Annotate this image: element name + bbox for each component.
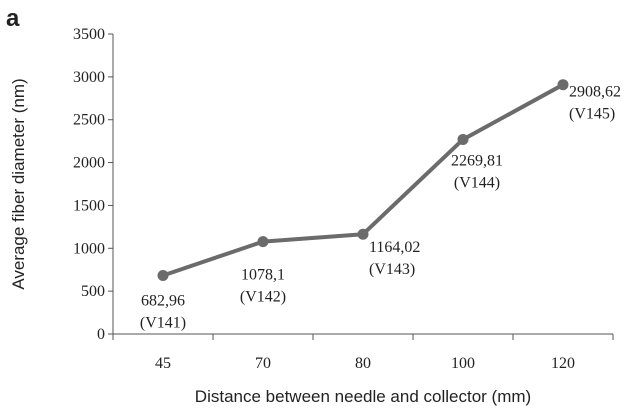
data-label-code: (V145)	[569, 106, 615, 123]
series-group	[157, 79, 569, 281]
data-point	[557, 79, 569, 91]
x-tick-label: 45	[155, 355, 171, 372]
x-tick-label: 100	[451, 355, 475, 372]
x-tick-label: 70	[255, 355, 271, 372]
data-labels: 682,96 (V141) 1078,1 (V142) 1164,02 (V143) 226…	[140, 84, 621, 332]
data-label-code: (V144)	[454, 174, 500, 191]
y-tick-label: 0	[97, 326, 105, 343]
data-label-value: 682,96	[141, 292, 185, 309]
panel-letter: a	[6, 5, 20, 32]
y-axis-ticks: 0 500 1000 1500 2000 2500 3000 3500	[73, 26, 113, 343]
y-tick-label: 3500	[73, 26, 105, 43]
data-point	[357, 228, 369, 240]
y-axis-label: Average fiber diameter (nm)	[9, 78, 28, 289]
data-label-value: 1164,02	[369, 239, 420, 256]
y-tick-label: 2500	[73, 112, 105, 129]
data-point	[457, 133, 469, 145]
data-label-code: (V141)	[140, 314, 186, 331]
data-point	[157, 269, 169, 281]
data-label-code: (V143)	[369, 261, 415, 278]
x-axis-ticks: 45 70 80 100 120	[112, 334, 614, 372]
y-tick-label: 2000	[73, 155, 105, 172]
y-tick-label: 1500	[73, 197, 105, 214]
y-tick-label: 1000	[73, 240, 105, 257]
y-tick-label: 500	[81, 283, 105, 300]
x-tick-label: 80	[355, 355, 371, 372]
data-label-code: (V142)	[240, 289, 286, 306]
x-axis-label: Distance between needle and collector (m…	[195, 387, 531, 406]
x-tick-label: 120	[551, 355, 575, 372]
data-label-value: 1078,1	[241, 267, 285, 284]
data-point	[257, 236, 269, 248]
data-label-value: 2908,62	[569, 84, 621, 101]
y-tick-label: 3000	[73, 69, 105, 86]
series-line	[161, 82, 565, 278]
data-label-value: 2269,81	[451, 152, 503, 169]
